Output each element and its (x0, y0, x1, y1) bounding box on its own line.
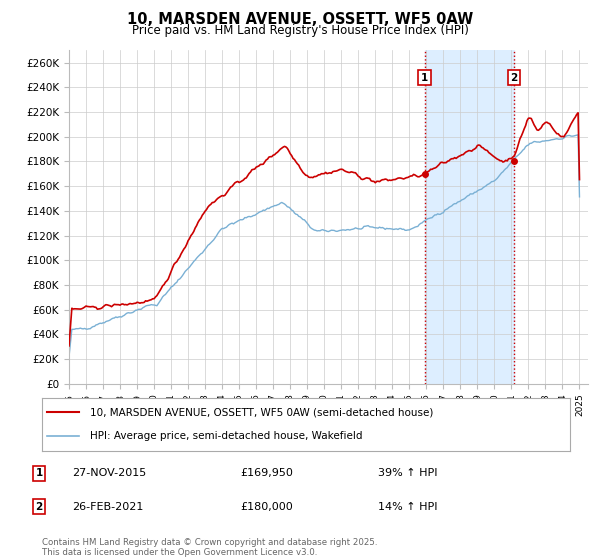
Text: 27-NOV-2015: 27-NOV-2015 (72, 468, 146, 478)
Text: 1: 1 (35, 468, 43, 478)
Text: Price paid vs. HM Land Registry's House Price Index (HPI): Price paid vs. HM Land Registry's House … (131, 24, 469, 36)
Text: £169,950: £169,950 (240, 468, 293, 478)
Text: 2: 2 (35, 502, 43, 512)
Text: 10, MARSDEN AVENUE, OSSETT, WF5 0AW: 10, MARSDEN AVENUE, OSSETT, WF5 0AW (127, 12, 473, 27)
Text: Contains HM Land Registry data © Crown copyright and database right 2025.
This d: Contains HM Land Registry data © Crown c… (42, 538, 377, 557)
Bar (425, 50, 514, 384)
Text: 14% ↑ HPI: 14% ↑ HPI (378, 502, 437, 512)
Text: 2: 2 (511, 73, 518, 82)
Text: HPI: Average price, semi-detached house, Wakefield: HPI: Average price, semi-detached house,… (89, 431, 362, 441)
Text: 10, MARSDEN AVENUE, OSSETT, WF5 0AW (semi-detached house): 10, MARSDEN AVENUE, OSSETT, WF5 0AW (sem… (89, 408, 433, 418)
Text: £180,000: £180,000 (240, 502, 293, 512)
Text: 26-FEB-2021: 26-FEB-2021 (72, 502, 143, 512)
Text: 1: 1 (421, 73, 428, 82)
Text: 39% ↑ HPI: 39% ↑ HPI (378, 468, 437, 478)
